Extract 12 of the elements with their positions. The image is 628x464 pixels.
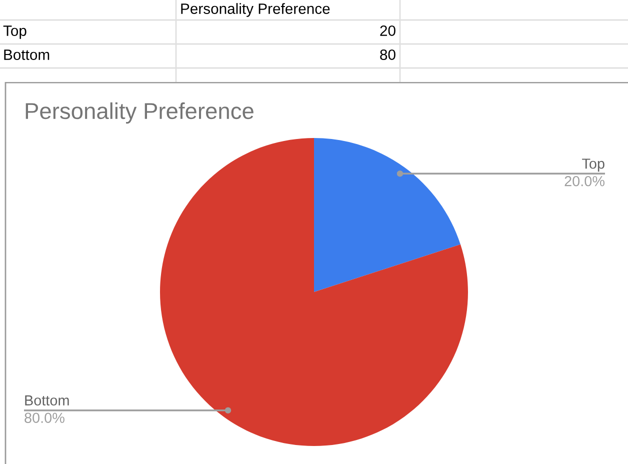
category-label: Bottom (4, 50, 50, 60)
data-label: 20 (380, 25, 396, 36)
chart-title: Personality Preference (26, 102, 254, 124)
category-label: Top (3, 26, 26, 39)
pie-slice (160, 138, 468, 446)
slice-label: Bottom (25, 395, 69, 406)
pie-slice (314, 138, 460, 292)
text: Personality Preference (181, 3, 330, 17)
slice-label: Top (582, 158, 604, 172)
data-label: 80.0% (24, 412, 64, 423)
data-label: 20.0% (564, 176, 604, 186)
data-label: 80 (380, 49, 396, 60)
